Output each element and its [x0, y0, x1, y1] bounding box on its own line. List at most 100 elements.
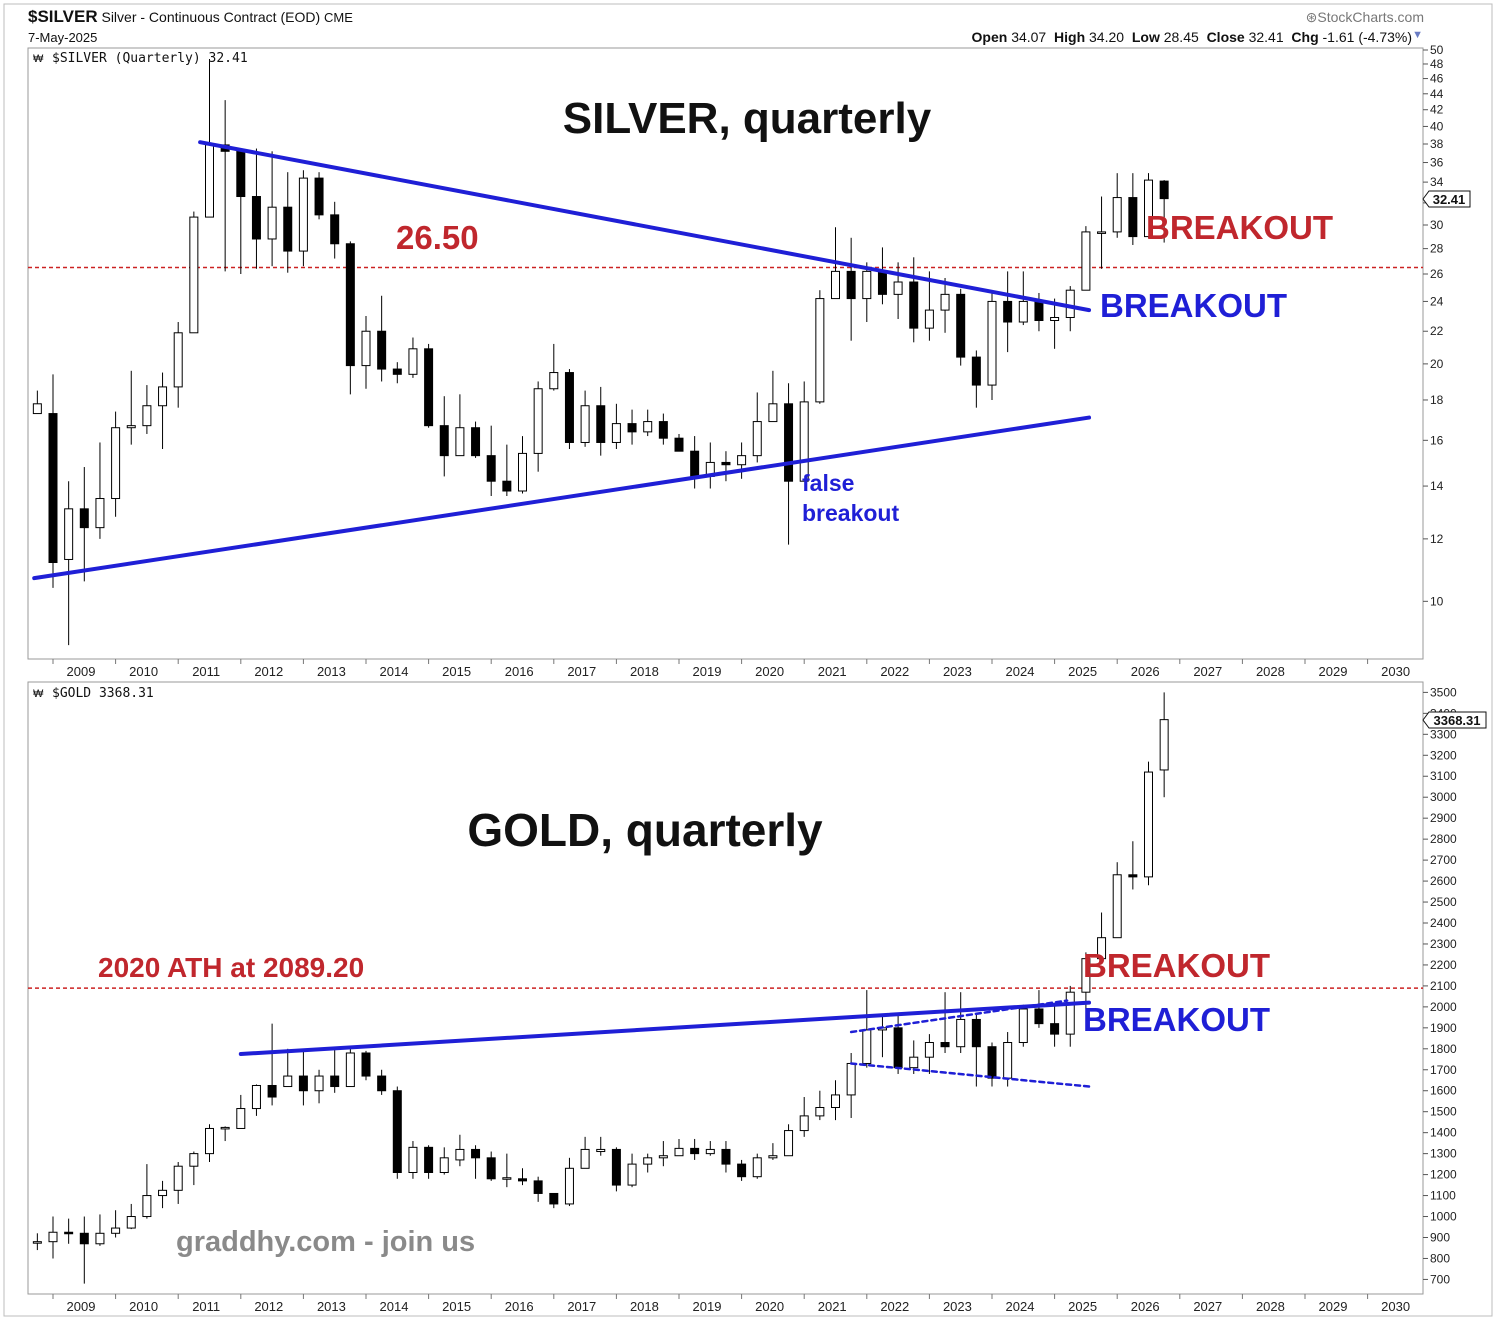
candle-body-up — [862, 270, 872, 300]
candle-body-up — [95, 1232, 105, 1245]
candle-body-up — [643, 1157, 653, 1165]
candle-body-up — [1097, 937, 1107, 960]
candle-body-up — [189, 1153, 199, 1167]
open-value: 34.07 — [1011, 29, 1047, 45]
x-tick-label: 2009 — [67, 664, 96, 679]
x-tick-label: 2016 — [505, 664, 534, 679]
y-tick-label: 1800 — [1430, 1042, 1457, 1056]
y-tick-label: 22 — [1430, 324, 1444, 338]
candle-body-down — [596, 405, 606, 443]
candle — [126, 1203, 136, 1230]
trendline-flag_top — [849, 999, 1069, 1034]
high-label: High — [1054, 29, 1086, 45]
ohlc-readout: Open 34.07 High 34.20 Low 28.45 Close 32… — [972, 29, 1412, 45]
candle — [361, 1050, 371, 1081]
candle — [267, 151, 277, 267]
candle-body-down — [518, 1178, 527, 1182]
candle — [502, 1153, 512, 1188]
candle-body-down — [251, 196, 261, 240]
outer-frame — [3, 3, 1493, 1317]
candle — [79, 467, 89, 582]
x-tick-label: 2024 — [1006, 1299, 1035, 1314]
gold-last-value-tag: 3368.31 — [1422, 711, 1487, 729]
gold-breakout-blue: BREAKOUT — [1083, 1001, 1270, 1038]
candle-body-down — [1034, 1008, 1044, 1025]
silver-breakout-blue: BREAKOUT — [1100, 287, 1287, 324]
y-tick-label: 16 — [1430, 433, 1444, 447]
gold-legend: $GOLD 3368.31 — [52, 686, 154, 701]
trendline-lower — [32, 415, 1092, 581]
candle — [956, 288, 966, 366]
candle-body-down — [674, 437, 684, 452]
y-tick-label: 42 — [1430, 103, 1444, 117]
candle-body-up — [924, 309, 934, 329]
candle — [298, 170, 308, 267]
candle-body-up — [596, 1148, 606, 1153]
candle-body-down — [627, 423, 637, 433]
candle-body-up — [205, 1127, 214, 1155]
y-tick-label: 12 — [1430, 532, 1444, 546]
candle — [580, 1136, 590, 1169]
x-tick-label: 2012 — [254, 664, 283, 679]
candle — [924, 1034, 934, 1074]
x-tick-label: 2026 — [1131, 1299, 1160, 1314]
chevron-down-icon[interactable]: ▼ — [1412, 29, 1423, 41]
candle — [439, 396, 449, 477]
candle-body-down — [987, 1046, 997, 1079]
candle — [220, 1126, 230, 1142]
silver-level-label: 26.50 — [396, 219, 479, 256]
candle-body-up — [815, 298, 825, 403]
candle-body-up — [189, 216, 199, 334]
date-label: 7-May-2025 — [28, 30, 98, 45]
candle-body-down — [940, 1042, 950, 1048]
candle — [987, 292, 997, 400]
gold-candles — [32, 692, 1169, 1284]
candle-body-up — [408, 348, 418, 375]
candle — [721, 451, 731, 482]
candle — [314, 1069, 324, 1104]
candle — [799, 1097, 809, 1137]
candle — [408, 337, 418, 378]
x-tick-label: 2014 — [380, 1299, 409, 1314]
candle — [893, 262, 903, 319]
x-tick-label: 2027 — [1193, 664, 1222, 679]
candle — [1034, 990, 1044, 1028]
gold-trendlines — [238, 999, 1092, 1088]
candle — [971, 1013, 981, 1087]
candle-body-up — [1050, 316, 1060, 322]
candle-body-up — [909, 1056, 919, 1069]
silver-legend: $SILVER (Quarterly) 32.41 — [52, 51, 248, 66]
gold-last-value: 3368.31 — [1434, 713, 1481, 728]
candle-body-up — [752, 1157, 762, 1178]
silver-x-axis: 2009 2010 2011 2012 2013 2014 2015 2016 2017 2018… — [52, 659, 1410, 679]
candle — [48, 1216, 58, 1259]
candle — [251, 148, 261, 269]
x-tick-label: 2023 — [943, 664, 972, 679]
x-tick-label: 2017 — [567, 664, 596, 679]
candle — [690, 1138, 700, 1160]
candle — [987, 1042, 997, 1087]
candle-body-down — [721, 1148, 731, 1165]
candle — [643, 409, 653, 437]
candle-body-up — [126, 425, 136, 429]
candle-body-up — [1065, 991, 1075, 1035]
candle — [1097, 196, 1107, 269]
candle — [1144, 761, 1153, 886]
silver-y-axis: 1012141618202224262830323436384042444648… — [1423, 43, 1444, 608]
candle-body-up — [987, 300, 997, 386]
candle-body-up — [220, 1126, 230, 1130]
candle-body-up — [126, 1216, 136, 1229]
y-tick-label: 2900 — [1430, 811, 1457, 825]
candle — [627, 1153, 637, 1188]
x-tick-label: 2017 — [567, 1299, 596, 1314]
candle-body-down — [392, 368, 402, 375]
x-tick-label: 2013 — [317, 1299, 346, 1314]
candle-body-down — [361, 1052, 371, 1077]
candle-body-up — [1112, 874, 1122, 939]
y-tick-label: 2100 — [1430, 979, 1457, 993]
candle — [533, 381, 543, 472]
low-label: Low — [1131, 29, 1160, 45]
candle — [862, 990, 872, 1068]
open-label: Open — [971, 29, 1008, 45]
x-tick-label: 2022 — [880, 1299, 909, 1314]
